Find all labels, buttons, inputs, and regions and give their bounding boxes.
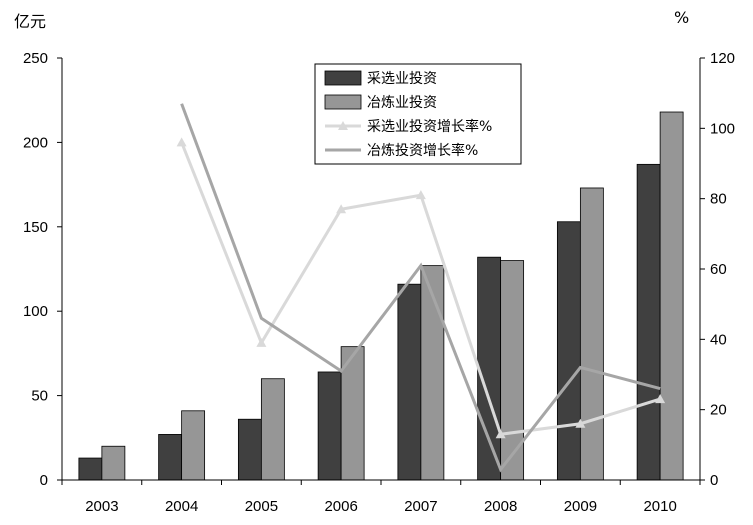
left-tick-label: 150: [23, 219, 48, 236]
x-tick-label-2007: 2007: [404, 498, 437, 515]
x-tick-label-2010: 2010: [643, 498, 676, 515]
bar-mining-2004: [158, 434, 183, 481]
right-tick-label: 100: [710, 120, 735, 137]
x-tick-label-2003: 2003: [85, 498, 118, 515]
bar-smelting-2005: [260, 378, 285, 481]
bar-smelting-2010: [659, 111, 684, 481]
legend-label-3: 冶炼投资增长率%: [367, 142, 478, 159]
right-tick-label: 120: [710, 50, 735, 67]
lines-layer: [176, 103, 666, 473]
bar-mining-2003: [78, 457, 103, 481]
right-tick-label: 20: [710, 402, 727, 419]
right-tick-label: 60: [710, 261, 727, 278]
legend-label-0: 采选业投资: [367, 71, 437, 87]
bar-mining-2010: [636, 163, 661, 481]
left-tick-label: 50: [31, 388, 48, 405]
marker-mining-growth-6: [655, 394, 666, 404]
x-tick-label-2006: 2006: [324, 498, 357, 515]
right-tick-label: 40: [710, 331, 727, 348]
left-tick-label: 100: [23, 303, 48, 320]
right-tick-label: 80: [710, 191, 727, 208]
legend-swatch-0: [324, 70, 362, 86]
x-tick-label-2008: 2008: [484, 498, 517, 515]
marker-mining-growth-5: [575, 418, 586, 428]
axes-layer: 0 50 100 150 200 250 0 20 40 60 80 100 120 2003 2004 20…: [23, 50, 735, 515]
left-tick-label: 250: [23, 50, 48, 67]
legend-swatch-1: [324, 94, 362, 110]
x-tick-label-2004: 2004: [165, 498, 198, 515]
marker-mining-growth-0: [176, 137, 187, 147]
left-axis-unit: 亿元: [14, 12, 47, 31]
bar-smelting-2009: [579, 187, 604, 481]
right-axis-unit: %: [674, 8, 690, 27]
marker-mining-growth-4: [495, 429, 506, 439]
bar-mining-2008: [477, 256, 502, 481]
bar-mining-2006: [317, 371, 342, 481]
left-tick-label: 200: [23, 134, 48, 151]
legend-marker-2: [338, 121, 348, 130]
bar-smelting-2003: [101, 445, 126, 481]
bar-smelting-2008: [500, 260, 525, 481]
right-tick-label: 0: [710, 472, 718, 489]
line-smelting-growth: [180, 103, 661, 473]
legend-label-2: 采选业投资增长率%: [367, 118, 492, 135]
x-tick-label-2005: 2005: [245, 498, 278, 515]
legend-label-1: 冶炼业投资: [367, 95, 437, 111]
x-tick-label-2009: 2009: [564, 498, 597, 515]
left-tick-label: 0: [40, 472, 48, 489]
marker-mining-growth-2: [336, 204, 347, 214]
bars-layer: [78, 111, 684, 481]
bar-mining-2005: [237, 418, 262, 481]
marker-mining-growth-1: [256, 337, 267, 347]
bar-smelting-2004: [181, 410, 206, 481]
marker-mining-growth-3: [415, 190, 426, 200]
bar-mining-2009: [556, 221, 581, 481]
bar-mining-2007: [397, 283, 422, 481]
